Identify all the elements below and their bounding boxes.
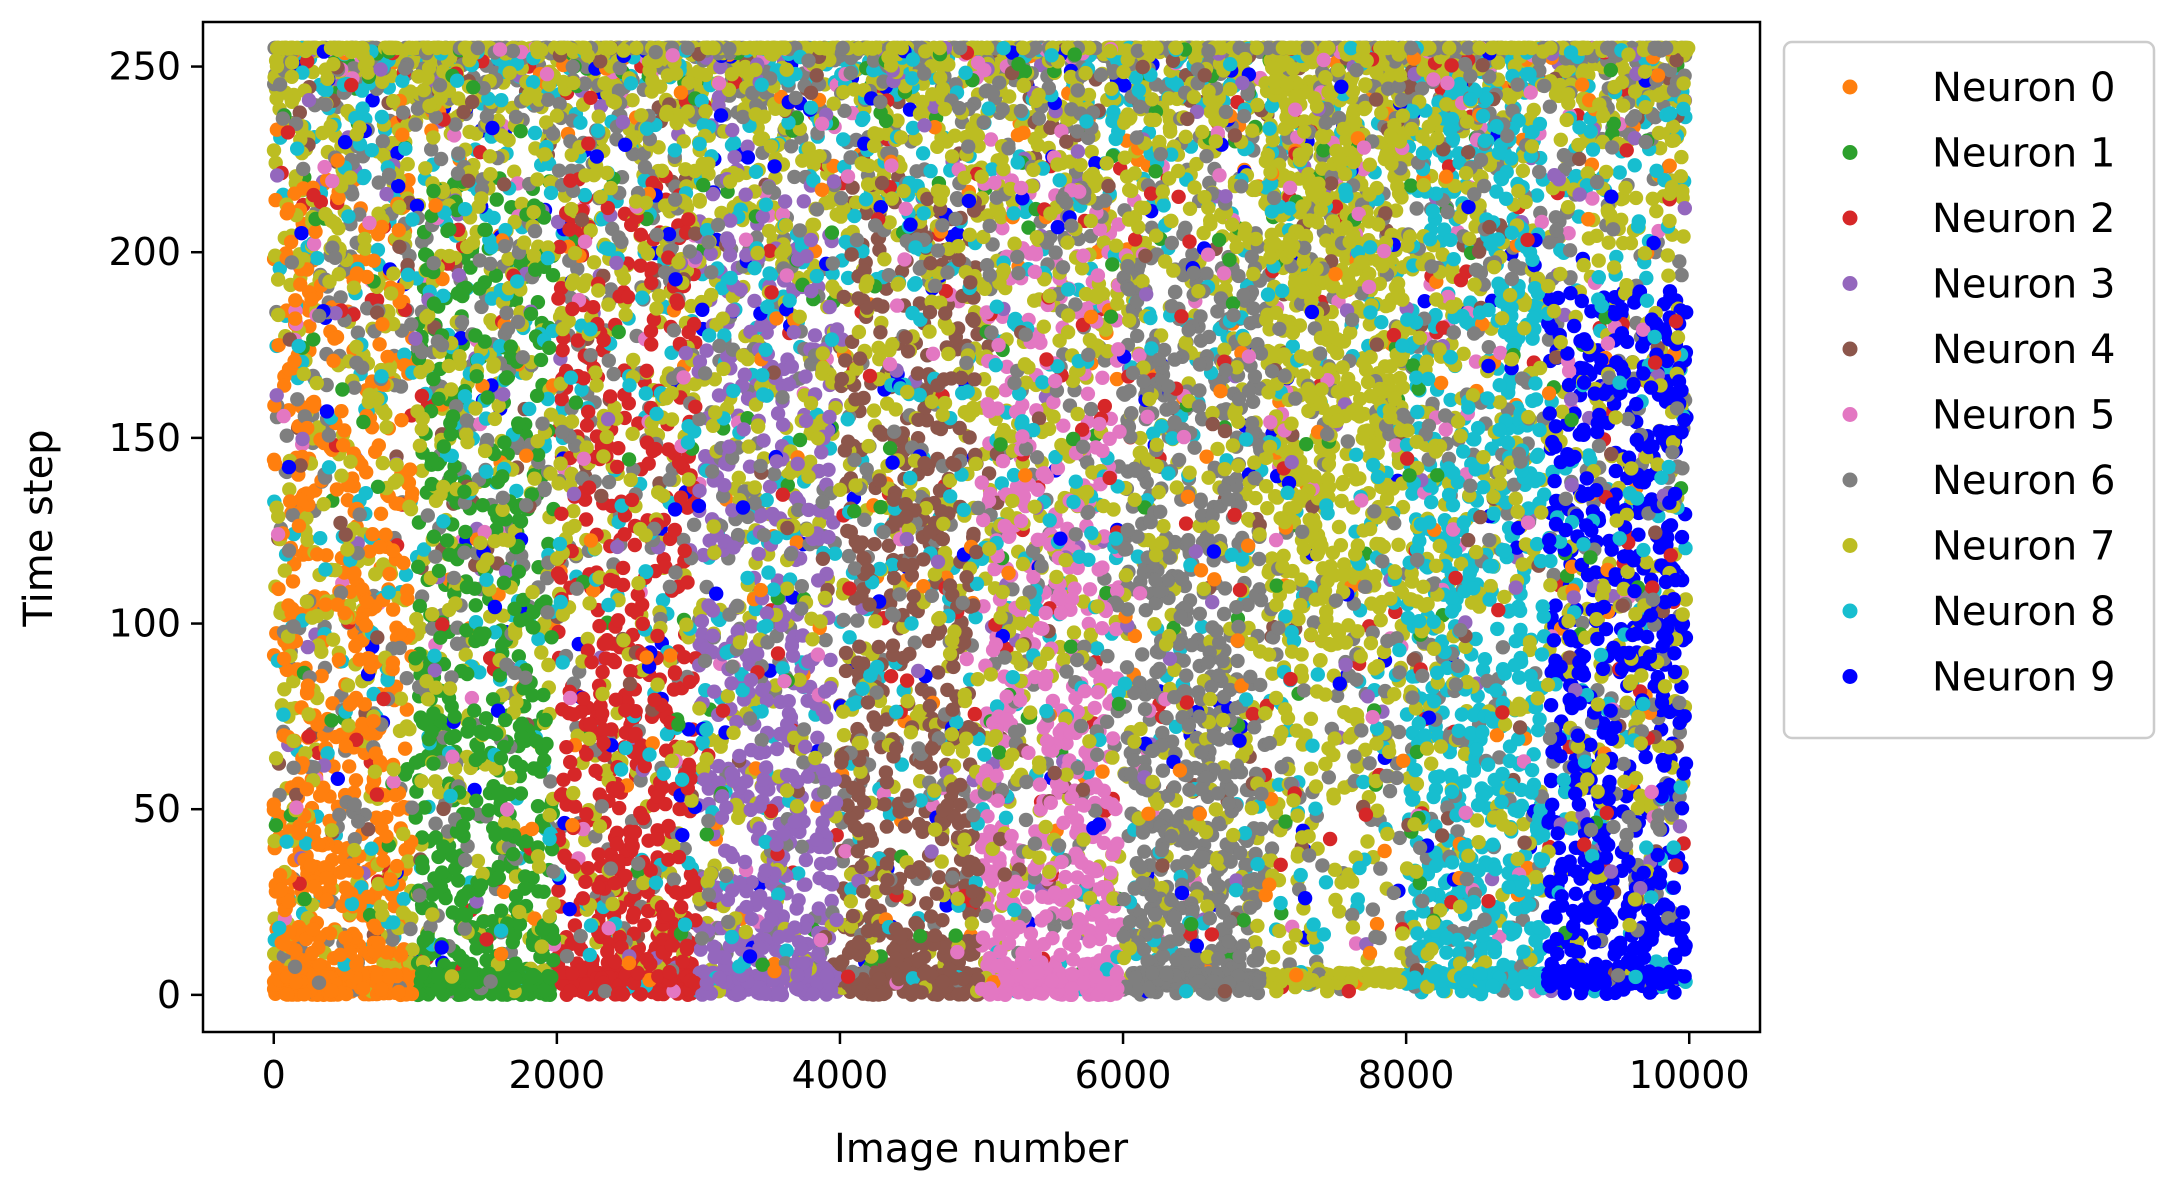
data-point: [1130, 328, 1145, 344]
data-point: [709, 586, 724, 601]
data-point: [711, 388, 727, 403]
data-point: [603, 389, 618, 404]
data-point: [507, 164, 522, 179]
data-point: [1591, 253, 1606, 268]
data-point: [1182, 234, 1197, 249]
data-point: [1362, 157, 1378, 172]
data-point: [1542, 99, 1558, 114]
data-point: [1543, 698, 1559, 713]
data-point: [1676, 229, 1691, 244]
data-point: [1443, 392, 1458, 408]
data-point: [1543, 578, 1558, 593]
data-points: [266, 40, 1696, 1003]
data-point: [1532, 712, 1547, 727]
data-point: [1616, 756, 1631, 772]
data-point: [551, 883, 566, 898]
data-point: [1534, 647, 1550, 662]
data-point: [1321, 770, 1337, 785]
data-point: [372, 337, 387, 352]
data-point: [1147, 617, 1162, 632]
data-point: [1194, 619, 1210, 634]
data-point: [1369, 916, 1385, 932]
data-point: [369, 292, 385, 308]
data-point: [266, 143, 282, 158]
data-point: [1155, 763, 1171, 778]
data-point: [325, 696, 340, 711]
data-point: [1196, 225, 1211, 241]
data-point: [1322, 831, 1338, 847]
data-point: [823, 652, 838, 668]
data-point: [666, 872, 682, 887]
data-point: [394, 413, 409, 428]
data-point: [883, 669, 899, 684]
data-point: [987, 561, 1002, 577]
data-point: [761, 565, 776, 580]
data-point: [762, 479, 778, 494]
data-point: [1672, 254, 1687, 269]
data-point: [1666, 840, 1681, 855]
data-point: [1045, 931, 1060, 946]
data-point: [1456, 346, 1471, 361]
data-point: [566, 503, 581, 519]
data-point: [1122, 182, 1137, 198]
data-point: [1426, 789, 1441, 805]
data-point: [1365, 902, 1381, 917]
data-point: [1178, 516, 1194, 531]
data-point: [818, 632, 833, 648]
data-point: [1189, 156, 1204, 172]
data-point: [968, 610, 983, 625]
data-point: [468, 598, 483, 613]
data-point: [1155, 725, 1170, 741]
data-point: [530, 799, 546, 814]
data-point: [1334, 493, 1349, 509]
data-point: [1119, 660, 1135, 675]
data-point: [676, 532, 691, 548]
data-point: [686, 517, 702, 532]
data-point: [1628, 190, 1644, 206]
data-point: [1674, 267, 1689, 283]
data-point: [1273, 895, 1288, 911]
data-point: [1066, 625, 1082, 640]
data-point: [1517, 297, 1532, 313]
data-point: [907, 635, 922, 650]
data-point: [1137, 844, 1152, 859]
data-point: [962, 430, 977, 445]
data-point: [1396, 753, 1411, 768]
data-point: [1475, 662, 1491, 678]
data-point: [791, 893, 806, 908]
data-point: [1601, 235, 1616, 250]
data-point: [563, 754, 578, 770]
